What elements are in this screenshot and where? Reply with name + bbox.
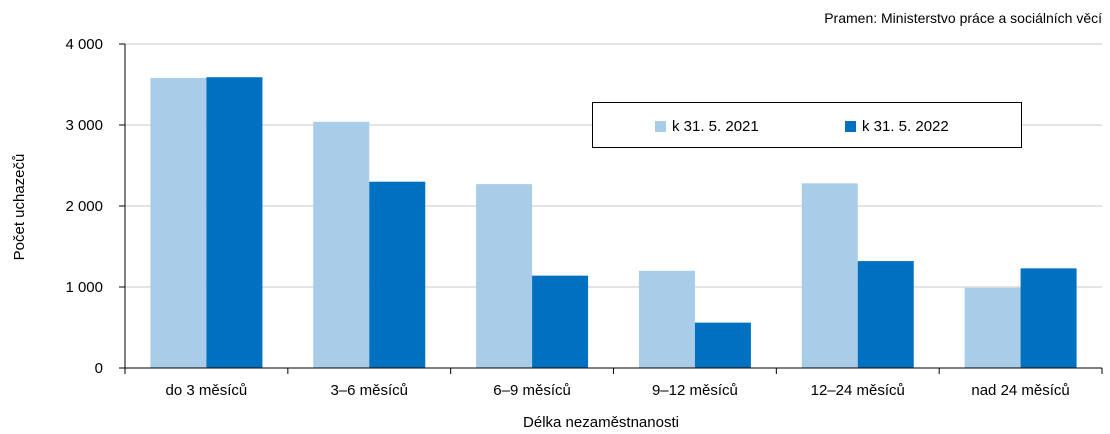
bar-2021 xyxy=(313,121,370,368)
y-tick-label: 2 000 xyxy=(65,198,103,215)
x-tick-label: nad 24 měsíců xyxy=(971,382,1069,399)
legend-swatch-2021 xyxy=(655,121,666,132)
y-tick-label: 1 000 xyxy=(65,279,103,296)
bar-2021 xyxy=(964,287,1021,368)
x-axis-label: Délka nezaměstnanosti xyxy=(523,414,679,431)
bar-2022 xyxy=(1020,268,1077,368)
y-axis-label: Počet uchazečů xyxy=(11,154,28,261)
gridlines xyxy=(125,43,1102,288)
legend-swatch-2022 xyxy=(845,121,856,132)
x-tick-label: 3–6 měsíců xyxy=(330,382,408,399)
bar-2021 xyxy=(150,78,207,369)
bars xyxy=(150,77,1077,369)
x-tick-label: 9–12 měsíců xyxy=(652,382,738,399)
legend-label-2022: k 31. 5. 2022 xyxy=(862,118,949,135)
legend-item-2022: k 31. 5. 2022 xyxy=(845,118,949,135)
bar-2022 xyxy=(206,77,263,369)
y-tick-label: 4 000 xyxy=(65,36,103,53)
bar-2021 xyxy=(801,183,858,368)
bar-2022 xyxy=(857,261,914,368)
x-tick-label: do 3 měsíců xyxy=(166,382,248,399)
x-tick-label: 6–9 měsíců xyxy=(493,382,571,399)
y-tick-label: 0 xyxy=(95,360,103,377)
legend-item-2021: k 31. 5. 2021 xyxy=(655,118,759,135)
source-note: Pramen: Ministerstvo práce a sociálních … xyxy=(824,10,1102,26)
axes: 0 1 000 2 000 3 000 4 000 do 3 měsíců 3–6 měsí… xyxy=(65,36,1103,399)
legend: k 31. 5. 2021 k 31. 5. 2022 xyxy=(592,102,1022,148)
bar-2022 xyxy=(694,322,751,368)
legend-label-2021: k 31. 5. 2021 xyxy=(672,118,759,135)
bar-2022 xyxy=(532,275,589,368)
y-tick-label: 3 000 xyxy=(65,117,103,134)
bar-2021 xyxy=(476,184,533,368)
bar-2021 xyxy=(638,270,695,368)
bar-2022 xyxy=(369,181,426,368)
x-tick-label: 12–24 měsíců xyxy=(811,382,905,399)
